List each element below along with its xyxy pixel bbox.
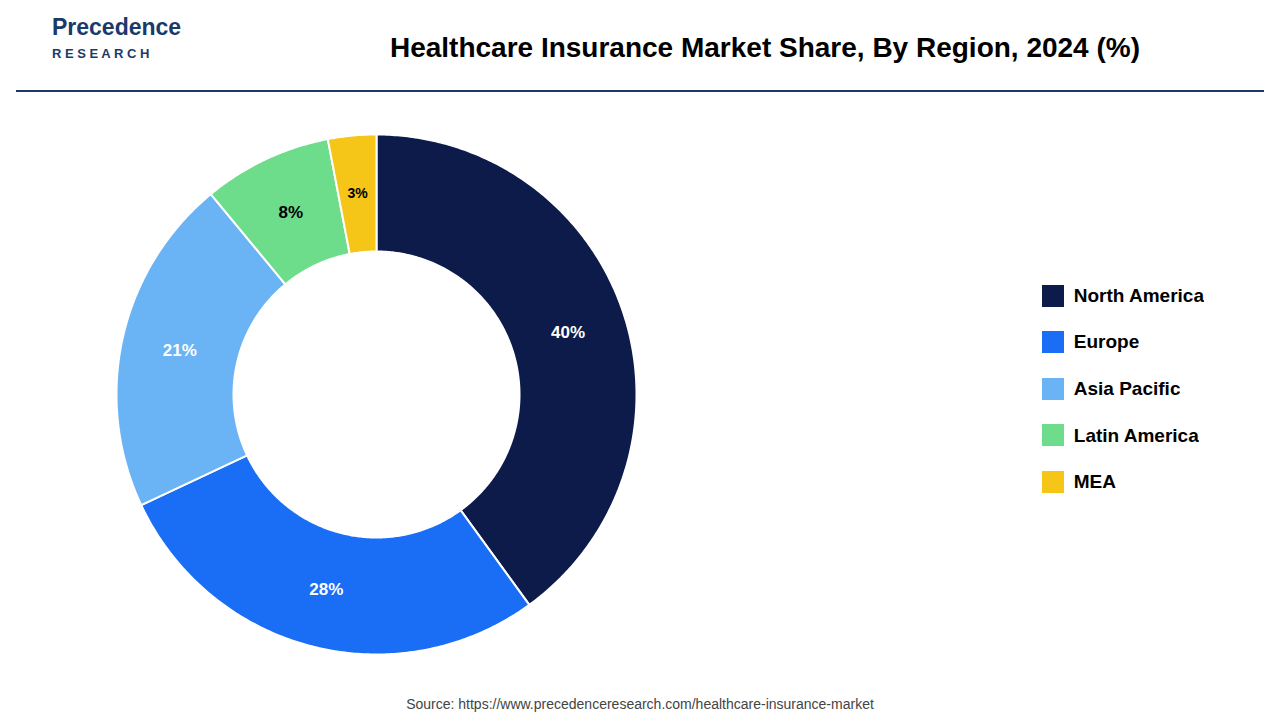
- html-text:Latin America: Latin America: [1073, 424, 1199, 446]
- html-text:Source: https://www.precedence: Source: https://www.precedenceresearch.c…: [406, 696, 874, 712]
- svg-text:21%: 21%: [163, 341, 197, 360]
- html-text:North America: North America: [1073, 284, 1204, 306]
- html-text:MEA: MEA: [1073, 471, 1116, 493]
- svg-text:40%: 40%: [551, 323, 585, 342]
- svg-text:28%: 28%: [309, 580, 343, 599]
- html-text:Asia Pacific: Asia Pacific: [1073, 378, 1181, 399]
- html-text:R E S E A R C H: R E S E A R C H: [52, 46, 150, 61]
- svg-text:8%: 8%: [278, 203, 303, 222]
- html-text:Precedence: Precedence: [52, 14, 182, 40]
- svg-text:3%: 3%: [347, 185, 368, 201]
- html-text:Healthcare Insurance Market Sh: Healthcare Insurance Market Share, By Re…: [390, 32, 1140, 63]
- html-text:Europe: Europe: [1073, 331, 1140, 353]
